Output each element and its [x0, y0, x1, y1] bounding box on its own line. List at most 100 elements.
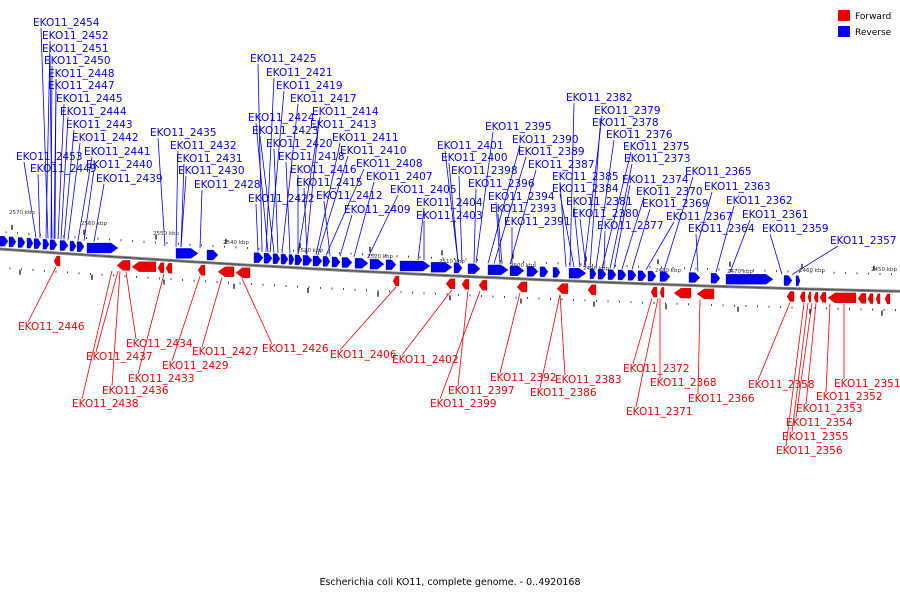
- reverse-gene-label[interactable]: EKO11_2419: [276, 80, 343, 92]
- forward-gene[interactable]: [696, 288, 715, 300]
- reverse-gene-label[interactable]: EKO11_2359: [762, 223, 829, 235]
- reverse-gene-label[interactable]: EKO11_2395: [485, 121, 552, 133]
- reverse-gene[interactable]: [795, 275, 801, 286]
- reverse-gene[interactable]: [76, 241, 85, 252]
- forward-gene[interactable]: [673, 287, 692, 299]
- forward-gene-label[interactable]: EKO11_2446: [18, 321, 85, 333]
- reverse-gene[interactable]: [597, 269, 607, 280]
- forward-gene-label[interactable]: EKO11_2402: [392, 354, 459, 366]
- reverse-gene-label[interactable]: EKO11_2422: [248, 193, 315, 205]
- forward-gene[interactable]: [556, 283, 569, 294]
- reverse-gene[interactable]: [322, 256, 331, 267]
- reverse-gene[interactable]: [312, 255, 323, 267]
- reverse-gene-label[interactable]: EKO11_2430: [178, 165, 245, 177]
- forward-gene[interactable]: [827, 292, 857, 304]
- reverse-gene[interactable]: [430, 262, 453, 273]
- reverse-gene-label[interactable]: EKO11_2451: [42, 43, 109, 55]
- reverse-gene-label[interactable]: EKO11_2365: [685, 166, 752, 178]
- reverse-gene[interactable]: [206, 249, 219, 261]
- forward-gene[interactable]: [116, 260, 131, 271]
- reverse-gene[interactable]: [86, 242, 119, 254]
- reverse-gene-label[interactable]: EKO11_2394: [488, 191, 555, 203]
- reverse-gene[interactable]: [688, 272, 701, 283]
- reverse-gene-label[interactable]: EKO11_2415: [296, 177, 363, 189]
- forward-gene[interactable]: [786, 291, 795, 302]
- reverse-gene[interactable]: [607, 269, 617, 280]
- forward-gene[interactable]: [650, 286, 658, 298]
- forward-gene[interactable]: [875, 293, 881, 304]
- reverse-gene-label[interactable]: EKO11_2382: [566, 92, 633, 104]
- reverse-gene[interactable]: [487, 264, 509, 276]
- forward-gene[interactable]: [197, 265, 206, 276]
- forward-gene-label[interactable]: EKO11_2434: [126, 338, 193, 350]
- reverse-gene[interactable]: [659, 271, 671, 282]
- reverse-gene-label[interactable]: EKO11_2385: [552, 171, 619, 183]
- forward-gene-label[interactable]: EKO11_2352: [816, 391, 883, 403]
- reverse-gene-label[interactable]: EKO11_2452: [42, 30, 109, 42]
- forward-gene-label[interactable]: EKO11_2429: [162, 360, 229, 372]
- forward-gene-label[interactable]: EKO11_2368: [650, 377, 717, 389]
- forward-gene[interactable]: [478, 280, 488, 291]
- reverse-gene-label[interactable]: EKO11_2454: [33, 17, 100, 29]
- reverse-gene[interactable]: [385, 259, 397, 270]
- reverse-gene-label[interactable]: EKO11_2416: [290, 164, 357, 176]
- reverse-gene-label[interactable]: EKO11_2377: [597, 220, 664, 232]
- reverse-gene-label[interactable]: EKO11_2375: [623, 141, 690, 153]
- reverse-gene[interactable]: [783, 275, 793, 286]
- reverse-gene-label[interactable]: EKO11_2379: [594, 105, 661, 117]
- forward-gene[interactable]: [165, 263, 173, 274]
- reverse-gene-label[interactable]: EKO11_2380: [572, 208, 639, 220]
- forward-gene-label[interactable]: EKO11_2372: [623, 363, 690, 375]
- forward-gene[interactable]: [857, 293, 867, 304]
- forward-gene-label[interactable]: EKO11_2356: [776, 445, 843, 457]
- forward-gene[interactable]: [217, 266, 235, 277]
- reverse-gene-label[interactable]: EKO11_2445: [56, 93, 123, 105]
- reverse-gene-label[interactable]: EKO11_2431: [176, 153, 243, 165]
- reverse-gene[interactable]: [42, 239, 50, 250]
- reverse-gene-label[interactable]: EKO11_2439: [96, 173, 163, 185]
- reverse-gene[interactable]: [294, 254, 303, 266]
- forward-gene-label[interactable]: EKO11_2354: [786, 417, 853, 429]
- reverse-gene-label[interactable]: EKO11_2357: [830, 235, 897, 247]
- reverse-gene-label[interactable]: EKO11_2409: [344, 204, 411, 216]
- reverse-gene[interactable]: [59, 240, 69, 251]
- reverse-gene-label[interactable]: EKO11_2370: [636, 186, 703, 198]
- reverse-gene[interactable]: [453, 262, 463, 274]
- reverse-gene-label[interactable]: EKO11_2425: [250, 53, 317, 65]
- forward-gene[interactable]: [235, 267, 251, 278]
- reverse-gene[interactable]: [8, 236, 17, 248]
- reverse-gene-label[interactable]: EKO11_2398: [451, 165, 518, 177]
- reverse-gene-label[interactable]: EKO11_2405: [390, 184, 457, 196]
- reverse-gene[interactable]: [467, 263, 481, 274]
- forward-gene-label[interactable]: EKO11_2351: [834, 378, 900, 390]
- reverse-gene-label[interactable]: EKO11_2391: [504, 216, 571, 228]
- reverse-gene-label[interactable]: EKO11_2407: [366, 171, 433, 183]
- reverse-gene-label[interactable]: EKO11_2389: [518, 146, 585, 158]
- reverse-gene-label[interactable]: EKO11_2448: [48, 68, 115, 80]
- forward-gene[interactable]: [461, 279, 470, 290]
- reverse-gene[interactable]: [33, 238, 42, 249]
- reverse-gene-label[interactable]: EKO11_2408: [356, 158, 423, 170]
- forward-gene-label[interactable]: EKO11_2406: [330, 349, 397, 361]
- forward-gene-label[interactable]: EKO11_2397: [448, 385, 515, 397]
- reverse-gene[interactable]: [341, 257, 353, 268]
- reverse-gene[interactable]: [49, 239, 58, 250]
- forward-gene[interactable]: [587, 284, 597, 295]
- forward-gene[interactable]: [813, 292, 819, 303]
- reverse-gene[interactable]: [637, 270, 647, 281]
- reverse-gene-label[interactable]: EKO11_2411: [332, 132, 399, 144]
- reverse-gene[interactable]: [263, 253, 273, 264]
- reverse-gene[interactable]: [725, 274, 774, 285]
- reverse-gene-label[interactable]: EKO11_2450: [44, 55, 111, 67]
- reverse-gene-label[interactable]: EKO11_2404: [416, 197, 483, 209]
- reverse-gene[interactable]: [589, 268, 597, 279]
- reverse-gene-label[interactable]: EKO11_2390: [512, 134, 579, 146]
- reverse-gene-label[interactable]: EKO11_2363: [704, 181, 771, 193]
- forward-gene-label[interactable]: EKO11_2399: [430, 398, 497, 410]
- reverse-gene-label[interactable]: EKO11_2373: [624, 153, 691, 165]
- forward-gene-label[interactable]: EKO11_2371: [626, 406, 693, 418]
- reverse-gene[interactable]: [399, 260, 431, 272]
- forward-gene-label[interactable]: EKO11_2353: [796, 403, 863, 415]
- reverse-gene[interactable]: [568, 268, 587, 279]
- reverse-gene-label[interactable]: EKO11_2384: [552, 183, 619, 195]
